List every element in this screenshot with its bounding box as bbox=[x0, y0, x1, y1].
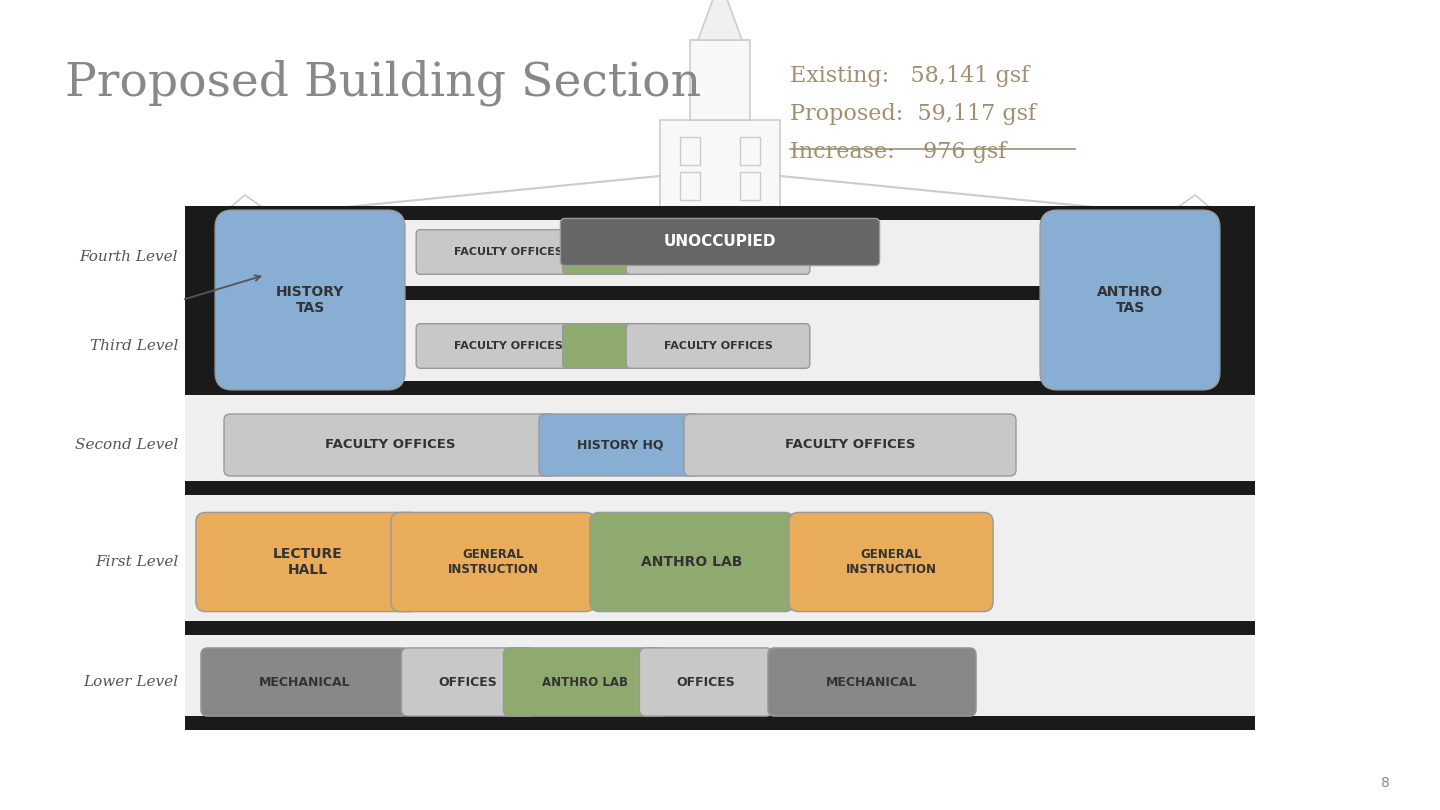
Text: FACULTY OFFICES: FACULTY OFFICES bbox=[664, 341, 772, 351]
FancyBboxPatch shape bbox=[416, 324, 600, 369]
Text: HISTORY
TAS: HISTORY TAS bbox=[276, 285, 344, 315]
Text: FACULTY OFFICES: FACULTY OFFICES bbox=[785, 438, 916, 451]
Text: Proposed Building Section: Proposed Building Section bbox=[65, 60, 701, 106]
FancyBboxPatch shape bbox=[1040, 210, 1220, 390]
FancyBboxPatch shape bbox=[789, 513, 994, 612]
FancyBboxPatch shape bbox=[590, 513, 793, 612]
Text: UNOCCUPIED: UNOCCUPIED bbox=[664, 235, 776, 249]
FancyBboxPatch shape bbox=[402, 648, 534, 716]
FancyBboxPatch shape bbox=[768, 648, 976, 716]
Text: LECTURE
HALL: LECTURE HALL bbox=[274, 547, 343, 577]
FancyBboxPatch shape bbox=[196, 513, 420, 612]
FancyBboxPatch shape bbox=[202, 648, 409, 716]
FancyBboxPatch shape bbox=[184, 716, 1256, 730]
FancyBboxPatch shape bbox=[626, 230, 809, 275]
FancyBboxPatch shape bbox=[184, 206, 1256, 220]
Polygon shape bbox=[698, 0, 742, 40]
FancyBboxPatch shape bbox=[184, 621, 1256, 635]
FancyBboxPatch shape bbox=[563, 230, 661, 275]
Text: MECHANICAL: MECHANICAL bbox=[259, 676, 351, 688]
Text: ANTHRO
TAS: ANTHRO TAS bbox=[1097, 285, 1164, 315]
Text: OFFICES: OFFICES bbox=[677, 676, 736, 688]
Text: ANTHRO LAB: ANTHRO LAB bbox=[641, 555, 743, 569]
Text: MECHANICAL: MECHANICAL bbox=[827, 676, 917, 688]
FancyBboxPatch shape bbox=[539, 414, 701, 476]
Text: 8: 8 bbox=[1381, 776, 1390, 790]
FancyBboxPatch shape bbox=[225, 414, 556, 476]
FancyBboxPatch shape bbox=[563, 324, 661, 369]
Text: Proposed:  59,117 gsf: Proposed: 59,117 gsf bbox=[791, 103, 1037, 125]
Polygon shape bbox=[184, 220, 265, 395]
Text: Third Level: Third Level bbox=[89, 339, 179, 353]
Text: Increase:    976 gsf: Increase: 976 gsf bbox=[791, 141, 1007, 163]
FancyBboxPatch shape bbox=[390, 513, 595, 612]
Text: FACULTY OFFICES: FACULTY OFFICES bbox=[325, 438, 455, 451]
Text: ANTHRO LAB: ANTHRO LAB bbox=[541, 676, 628, 688]
FancyBboxPatch shape bbox=[660, 120, 780, 220]
FancyBboxPatch shape bbox=[215, 210, 405, 390]
Text: Lower Level: Lower Level bbox=[84, 675, 179, 689]
FancyBboxPatch shape bbox=[560, 219, 880, 266]
FancyBboxPatch shape bbox=[184, 220, 1256, 730]
Text: FACULTY OFFICES: FACULTY OFFICES bbox=[454, 247, 563, 257]
FancyBboxPatch shape bbox=[184, 381, 1256, 395]
Polygon shape bbox=[1175, 220, 1256, 395]
FancyBboxPatch shape bbox=[416, 230, 600, 275]
FancyBboxPatch shape bbox=[690, 40, 750, 120]
Text: Fourth Level: Fourth Level bbox=[79, 250, 179, 264]
Text: GENERAL
INSTRUCTION: GENERAL INSTRUCTION bbox=[845, 548, 936, 576]
FancyBboxPatch shape bbox=[639, 648, 773, 716]
Text: FACULTY OFFICES: FACULTY OFFICES bbox=[664, 247, 772, 257]
Text: HISTORY HQ: HISTORY HQ bbox=[577, 438, 664, 451]
Text: First Level: First Level bbox=[95, 555, 179, 569]
Text: Existing:   58,141 gsf: Existing: 58,141 gsf bbox=[791, 65, 1030, 87]
FancyBboxPatch shape bbox=[626, 324, 809, 369]
FancyBboxPatch shape bbox=[184, 286, 1256, 300]
FancyBboxPatch shape bbox=[504, 648, 667, 716]
Text: OFFICES: OFFICES bbox=[439, 676, 497, 688]
Text: FACULTY OFFICES: FACULTY OFFICES bbox=[454, 341, 563, 351]
FancyBboxPatch shape bbox=[684, 414, 1017, 476]
Text: ANTHRO
HQ: ANTHRO HQ bbox=[588, 241, 636, 262]
Text: GENERAL
INSTRUCTION: GENERAL INSTRUCTION bbox=[448, 548, 539, 576]
FancyBboxPatch shape bbox=[184, 481, 1256, 495]
Text: Second Level: Second Level bbox=[75, 438, 179, 452]
